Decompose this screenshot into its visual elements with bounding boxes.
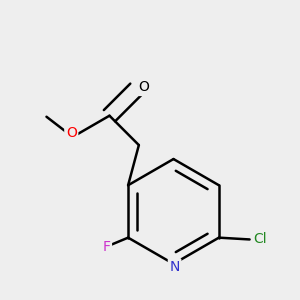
Text: O: O — [138, 80, 149, 94]
Text: Cl: Cl — [253, 232, 266, 247]
Text: F: F — [102, 240, 110, 254]
Text: N: N — [169, 260, 180, 274]
Text: O: O — [66, 126, 77, 140]
